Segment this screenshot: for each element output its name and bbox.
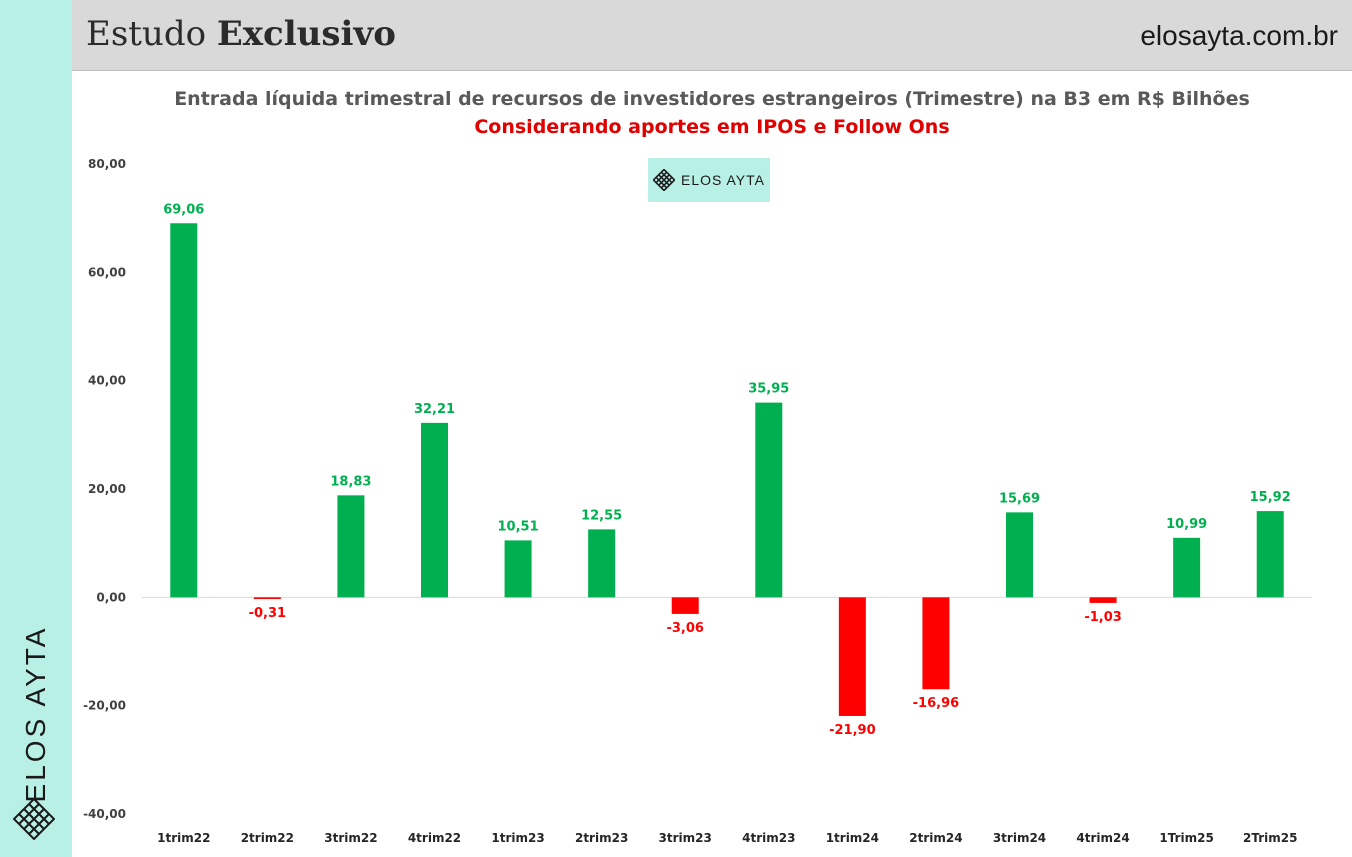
bar xyxy=(1089,597,1117,603)
chart-subtitle: Considerando aportes em IPOS e Follow On… xyxy=(474,116,950,138)
brand-side-strip: ELOS AYTA xyxy=(0,0,72,857)
title-bold: Exclusivo xyxy=(216,14,396,54)
x-tick-label: 1trim23 xyxy=(491,831,544,845)
x-tick-label: 4trim22 xyxy=(408,831,461,845)
bar xyxy=(170,223,198,598)
bar xyxy=(421,422,448,598)
y-tick-label: 60,00 xyxy=(88,265,126,279)
data-label: 18,83 xyxy=(330,474,371,489)
x-tick-label: 1Trim25 xyxy=(1159,831,1213,845)
badge-text: ELOS AYTA xyxy=(681,172,765,188)
data-label: 32,21 xyxy=(414,402,455,417)
x-tick-label: 2trim24 xyxy=(909,831,962,845)
data-label: -21,90 xyxy=(829,723,876,738)
x-tick-label: 3trim23 xyxy=(659,831,712,845)
bar xyxy=(1256,511,1284,598)
x-tick-label: 4trim23 xyxy=(742,831,795,845)
data-label: 69,06 xyxy=(163,202,204,217)
x-tick-label: 2Trim25 xyxy=(1243,831,1297,845)
header-bar: Estudo Exclusivo elosayta.com.br xyxy=(72,0,1352,71)
bar xyxy=(671,597,699,614)
data-label: 35,95 xyxy=(748,382,789,397)
bar xyxy=(588,529,616,598)
y-tick-label: -40,00 xyxy=(83,807,126,821)
bar xyxy=(253,597,281,600)
x-tick-label: 3trim22 xyxy=(324,831,377,845)
bar xyxy=(922,597,950,690)
data-label: -16,96 xyxy=(913,696,960,711)
bar xyxy=(504,540,532,598)
x-tick-label: 2trim22 xyxy=(241,831,294,845)
y-tick-label: -20,00 xyxy=(83,699,126,713)
x-tick-label: 1trim22 xyxy=(157,831,210,845)
x-tick-label: 1trim24 xyxy=(826,831,879,845)
x-tick-label: 2trim23 xyxy=(575,831,628,845)
y-tick-label: 20,00 xyxy=(88,482,126,496)
bar xyxy=(1173,537,1201,598)
x-tick-label: 4trim24 xyxy=(1076,831,1129,845)
data-label: 10,51 xyxy=(498,519,539,534)
data-label: -0,31 xyxy=(249,606,286,621)
data-label: -3,06 xyxy=(666,621,703,636)
bar xyxy=(1006,512,1033,598)
side-brand-text: ELOS AYTA xyxy=(20,625,51,803)
bar-chart: -40,00 -20,00 0,00 20,00 40,00 60,00 80,00 69,0… xyxy=(83,157,1312,845)
chart-title: Entrada líquida trimestral de recursos d… xyxy=(174,88,1250,110)
bar xyxy=(838,597,866,716)
site-url: elosayta.com.br xyxy=(1140,20,1338,51)
lattice-diamond-icon xyxy=(653,169,676,191)
y-tick-label: 80,00 xyxy=(88,157,126,171)
data-label: -1,03 xyxy=(1084,610,1121,625)
y-tick-label: 0,00 xyxy=(96,590,126,604)
title-regular: Estudo xyxy=(86,14,207,54)
page-title: Estudo Exclusivo xyxy=(86,14,396,54)
data-label: 15,92 xyxy=(1250,490,1291,505)
data-label: 15,69 xyxy=(999,491,1040,506)
data-label: 12,55 xyxy=(581,508,622,523)
data-label: 10,99 xyxy=(1166,517,1207,532)
x-tick-label: 3trim24 xyxy=(993,831,1046,845)
y-tick-label: 40,00 xyxy=(88,374,126,388)
lattice-diamond-icon xyxy=(13,798,55,840)
brand-badge: ELOS AYTA xyxy=(648,158,770,202)
bar xyxy=(755,402,783,598)
bar xyxy=(337,495,365,598)
